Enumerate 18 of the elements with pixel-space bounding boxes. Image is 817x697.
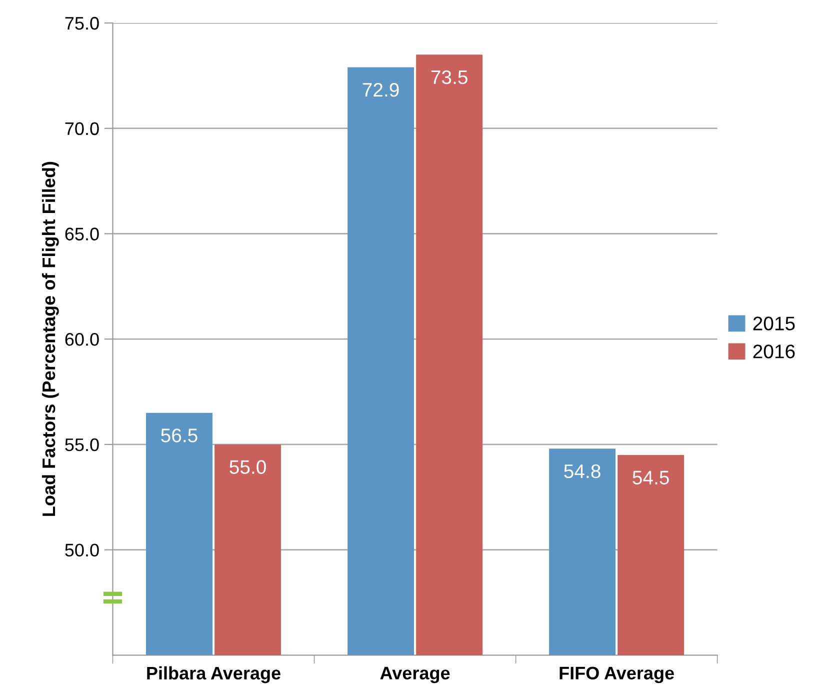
data-label: 55.0 [230,460,266,474]
data-label: 72.9 [362,82,399,97]
y-axis-title: Load Factors (Percentage of Flight Filled) [42,162,59,516]
data-label: 56.5 [161,428,198,442]
y-tick-label: 75.0 [65,16,99,30]
data-label: 73.5 [431,70,468,84]
y-tick-label: 65.0 [65,228,99,240]
x-tick-label: Average [380,666,450,684]
data-label: 54.5 [632,470,669,484]
data-label: 54.8 [564,464,600,478]
legend-label: 2016 [753,344,795,358]
y-tick-label: 55.0 [65,438,99,452]
x-tick-label: FIFO Average [560,666,674,684]
y-tick-label: 60.0 [65,333,99,346]
y-tick-label: 50.0 [65,544,99,557]
legend-label: 2015 [753,316,795,330]
x-tick-label: Pilbara Average [147,666,280,684]
y-tick-label: 70.0 [65,122,99,136]
